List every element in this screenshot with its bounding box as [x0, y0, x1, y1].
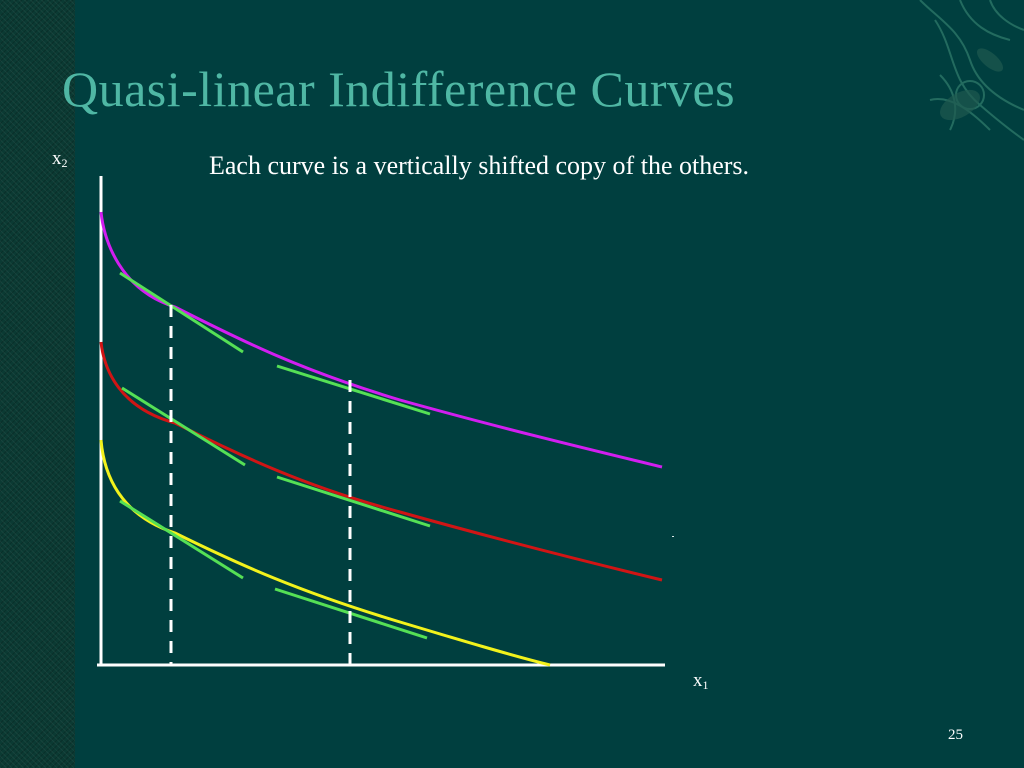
page-number: 25 — [948, 727, 963, 743]
y-axis-label: x2 — [52, 148, 68, 171]
tangent-top-left — [119, 271, 244, 354]
tangent-bottom-left — [119, 499, 244, 580]
stray-dot — [672, 536, 674, 537]
bottom-curve — [99, 439, 551, 667]
middle-curve — [99, 341, 663, 582]
left-decorative-strip — [0, 0, 75, 768]
tangent-top-right — [276, 364, 431, 416]
tangent-middle-left — [121, 386, 246, 467]
slide-subtitle: Each curve is a vertically shifted copy … — [209, 151, 750, 180]
slide-title: Quasi-linear Indifference Curves — [62, 61, 736, 117]
y-axis-label-subscript: 2 — [61, 156, 68, 170]
x-axis-label-main: x — [693, 670, 703, 691]
x-axis-label: x1 — [693, 670, 709, 693]
x-axis-label-subscript: 1 — [702, 678, 709, 692]
decorative-ornament — [919, 0, 1024, 141]
tangent-middle-right — [276, 475, 431, 528]
y-axis-label-main: x — [52, 148, 62, 169]
